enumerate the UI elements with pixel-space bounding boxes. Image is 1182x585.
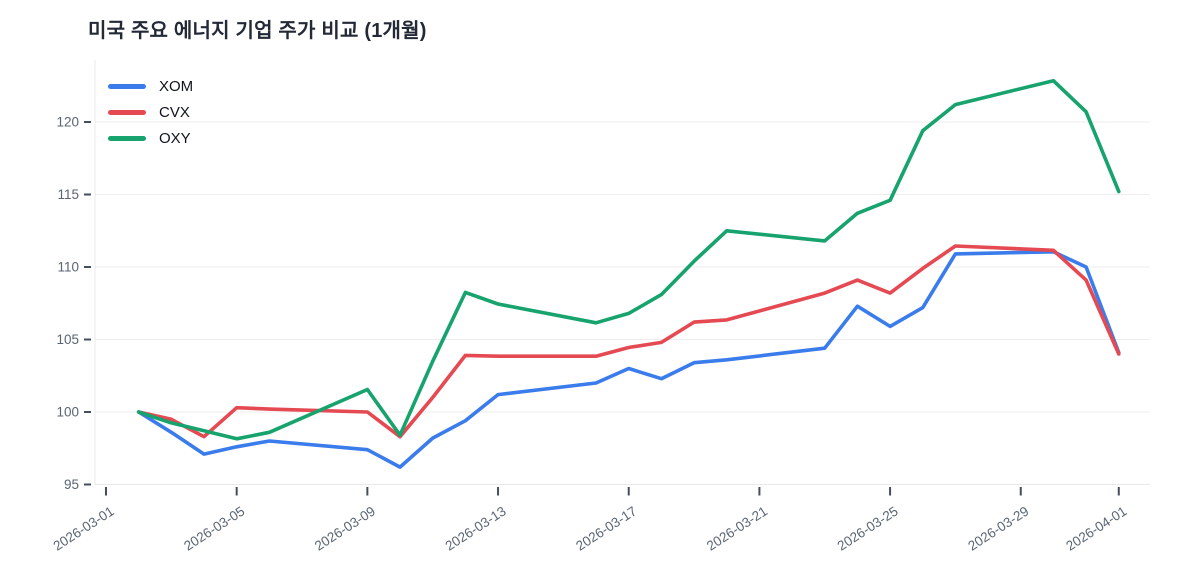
legend: XOM CVX OXY bbox=[108, 73, 193, 151]
x-tick-label: 2026-04-01 bbox=[1063, 503, 1129, 553]
x-tick-label: 2026-03-25 bbox=[835, 503, 901, 553]
y-tick-label: 115 bbox=[57, 187, 79, 202]
y-tick-label: 100 bbox=[56, 405, 79, 420]
legend-item-cvx: CVX bbox=[108, 99, 193, 125]
x-tick-label: 2026-03-09 bbox=[312, 503, 378, 553]
x-tick-label: 2026-03-01 bbox=[51, 503, 117, 553]
x-tick-label: 2026-03-05 bbox=[181, 503, 247, 553]
series-line-cvx bbox=[136, 244, 1121, 439]
legend-label-cvx: CVX bbox=[159, 103, 190, 121]
series-line-oxy bbox=[136, 78, 1121, 441]
x-tick-label: 2026-03-29 bbox=[965, 503, 1031, 553]
legend-item-xom: XOM bbox=[108, 73, 193, 99]
legend-item-oxy: OXY bbox=[108, 125, 193, 151]
x-tick-label: 2026-03-13 bbox=[443, 503, 509, 553]
y-tick-label: 110 bbox=[57, 260, 79, 275]
y-tick-label: 105 bbox=[56, 332, 79, 347]
legend-label-oxy: OXY bbox=[159, 129, 191, 147]
x-tick-label: 2026-03-21 bbox=[704, 503, 770, 553]
legend-swatch-xom bbox=[108, 83, 146, 89]
legend-swatch-oxy bbox=[108, 135, 146, 141]
y-tick-label: 95 bbox=[64, 477, 79, 492]
legend-label-xom: XOM bbox=[159, 77, 194, 95]
legend-swatch-cvx bbox=[108, 109, 146, 115]
chart-title: 미국 주요 에너지 기업 주가 비교 (1개월) bbox=[88, 20, 427, 42]
y-tick-label: 120 bbox=[56, 115, 79, 130]
x-tick-label: 2026-03-17 bbox=[573, 503, 639, 553]
series-line-xom bbox=[136, 250, 1121, 469]
